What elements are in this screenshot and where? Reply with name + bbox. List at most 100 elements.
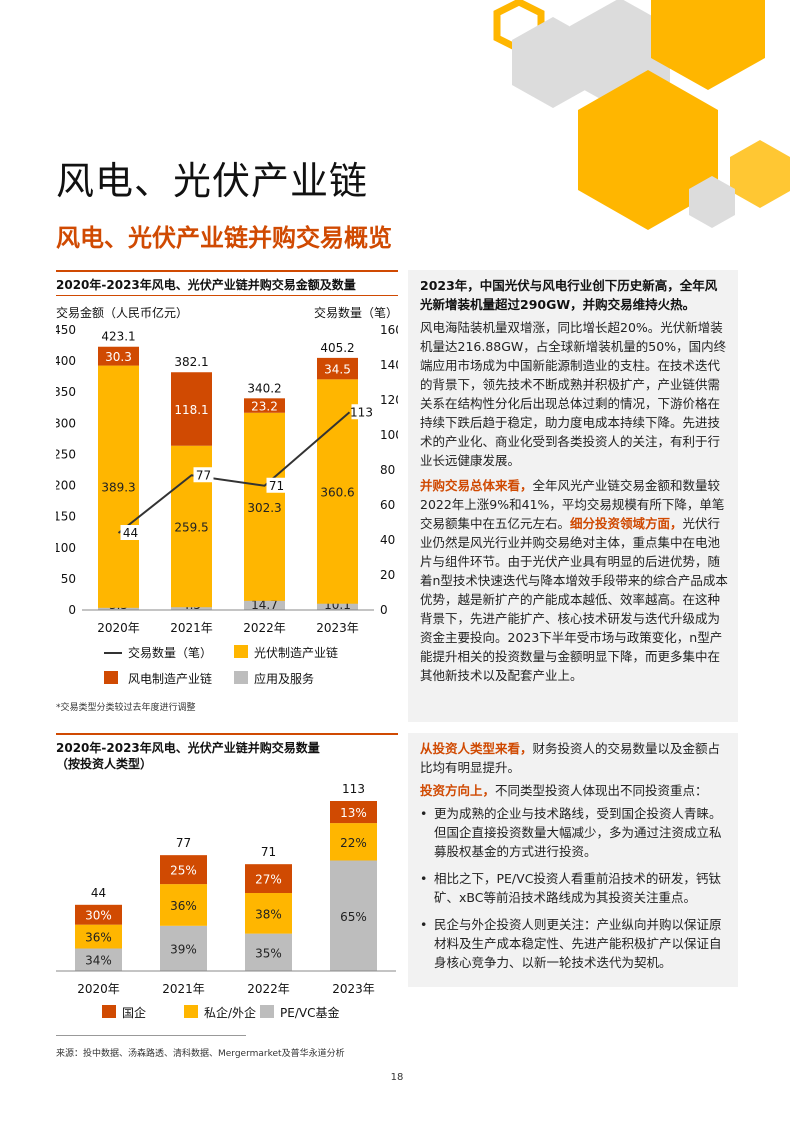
x-tick-label: 2021年	[170, 621, 213, 635]
y-tick-label: 50	[61, 572, 76, 586]
bar-total-label: 71	[261, 845, 276, 859]
y-tick-label: 100	[56, 541, 76, 555]
bar-percent-label: 27%	[255, 873, 282, 887]
x-tick-label: 2020年	[77, 982, 120, 996]
bar-percent-label: 65%	[340, 910, 367, 924]
bar-percent-label: 36%	[85, 931, 112, 945]
chart2-title-line1: 2020年-2023年风电、光伏产业链并购交易数量	[56, 741, 320, 755]
bar-total-label: 423.1	[101, 330, 135, 344]
bar-segment	[244, 600, 285, 610]
bar-segment	[160, 884, 207, 926]
bar-value-label: 259.5	[174, 520, 208, 534]
box1-paragraph-1: 风电海陆装机量双增涨，同比增长超20%。光伏新增装机量达216.88GW，占全球…	[420, 320, 727, 468]
legend-label: 私企/外企	[204, 1005, 256, 1020]
bar-segment	[98, 346, 139, 366]
legend-swatch	[102, 1005, 116, 1018]
legend-swatch	[234, 671, 248, 684]
bar-segment	[244, 412, 285, 601]
bar-percent-label: 30%	[85, 909, 112, 923]
legend-label: 交易数量（笔）	[128, 645, 212, 660]
bar-percent-label: 35%	[255, 946, 282, 960]
x-tick-label: 2022年	[247, 982, 290, 996]
bar-value-label: 302.3	[247, 501, 281, 515]
x-tick-label: 2021年	[162, 982, 205, 996]
chart2-title: 2020年-2023年风电、光伏产业链并购交易数量 （按投资人类型）	[56, 740, 320, 772]
box1-paragraph-2: 并购交易总体来看，全年风光产业链交易金额和数量较2022年上涨9%和41%，平均…	[420, 476, 728, 685]
bar-total-label: 382.1	[174, 355, 208, 369]
y-tick-label: 150	[56, 510, 76, 524]
bar-value-label: 34.5	[324, 363, 351, 377]
legend-label: PE/VC基金	[280, 1005, 339, 1020]
bar-percent-label: 22%	[340, 836, 367, 850]
hexagon-orange	[651, 0, 765, 90]
legend-label: 国企	[122, 1005, 146, 1020]
box2-bullet: 更为成熟的企业与技术路线，受到国企投资人青睐。但国企直接投资数量大幅减少，多为通…	[420, 804, 728, 861]
y2-tick-label: 60	[380, 498, 395, 512]
count-label-bg	[266, 477, 287, 493]
count-label-bg	[120, 525, 141, 540]
y2-tick-label: 120	[380, 393, 398, 407]
box2-bullet-list: 更为成熟的企业与技术路线，受到国企投资人青睐。但国企直接投资数量大幅减少，多为通…	[420, 804, 728, 972]
y2-tick-label: 100	[380, 428, 398, 442]
hexagon-light-orange	[730, 140, 790, 208]
chart2-top-rule	[56, 733, 398, 735]
count-label: 77	[196, 468, 211, 482]
box2-bullet: 民企与外企投资人则更关注：产业纵向并购以保证原材料及生产成本稳定性、先进产能积极…	[420, 915, 728, 972]
bar-total-label: 340.2	[247, 381, 281, 395]
section-title: 风电、光伏产业链并购交易概览	[56, 224, 392, 252]
y-tick-label: 200	[56, 479, 76, 493]
y2-axis-label: 交易数量（笔）	[314, 305, 398, 320]
box2-text-investor-type: 财务投资人的交易数量以及金额占比均有明显提升。	[420, 741, 721, 775]
box2-paragraph-1: 从投资人类型来看，财务投资人的交易数量以及金额占比均有明显提升。	[420, 739, 728, 777]
bar-total-label: 405.2	[320, 341, 354, 355]
bar-segment	[245, 864, 292, 894]
summary-box-2: 从投资人类型来看，财务投资人的交易数量以及金额占比均有明显提升。 投资方向上，不…	[408, 733, 738, 987]
y-tick-label: 250	[56, 447, 76, 461]
legend-swatch	[184, 1005, 198, 1018]
count-line	[117, 411, 351, 534]
bar-percent-label: 13%	[340, 806, 367, 820]
bar-value-label: 389.3	[101, 481, 135, 495]
bar-value-label: 118.1	[174, 403, 208, 417]
chart1-top-rule	[56, 270, 398, 272]
bar-segment	[317, 379, 358, 604]
bar-total-label: 44	[91, 886, 106, 900]
box1-highlight-segment: 细分投资领域方面，	[570, 516, 683, 531]
x-tick-label: 2023年	[332, 982, 375, 996]
y2-tick-label: 0	[380, 603, 388, 617]
bar-percent-label: 38%	[255, 907, 282, 921]
chart2-title-line2: （按投资人类型）	[56, 757, 153, 771]
bar-value-label: 23.2	[251, 400, 278, 414]
legend-swatch	[234, 645, 248, 658]
count-label: 71	[269, 479, 284, 493]
bar-segment	[160, 855, 207, 885]
box2-highlight-direction: 投资方向上，	[420, 783, 496, 798]
bar-segment	[75, 904, 122, 925]
y2-tick-label: 140	[380, 358, 398, 372]
hexagon-orange	[578, 70, 718, 230]
bar-segment	[330, 860, 377, 971]
x-tick-label: 2023年	[316, 621, 359, 635]
bar-percent-label: 39%	[170, 942, 197, 956]
amount-count-chart: 交易金额（人民币亿元） 交易数量（笔）0501001502002503003504…	[56, 305, 398, 686]
y-tick-label: 300	[56, 416, 76, 430]
bar-total-label: 113	[342, 782, 365, 796]
bar-segment	[245, 933, 292, 971]
bar-segment	[171, 372, 212, 446]
y2-tick-label: 40	[380, 533, 395, 547]
bar-percent-label: 25%	[170, 864, 197, 878]
legend-swatch	[104, 671, 118, 684]
page-number: 18	[390, 1072, 404, 1083]
hexagon-gray	[689, 176, 735, 228]
page-title: 风电、光伏产业链	[56, 159, 369, 203]
y2-tick-label: 80	[380, 463, 395, 477]
investor-type-chart: 34% 36% 30% 44 2020年 39% 36% 25% 77 2021年 35% 38% 27…	[56, 782, 396, 1020]
count-label-bg	[193, 467, 214, 483]
y-tick-label: 350	[56, 385, 76, 399]
box1-text-segment: 光伏行业仍然是风光行业并购交易绝对主体，重点集中在电池片与组件环节。由于光伏产业…	[420, 516, 728, 683]
source-note: 来源：投中数据、汤森路透、清科数据、Mergermarket及普华永道分析	[56, 1049, 345, 1059]
box1-text-overall: 全年风光产业链交易金额和数量较2022年上涨9%和41%，平均交易规模有所下降，…	[420, 478, 725, 531]
bar-segment	[160, 925, 207, 971]
legend-label: 风电制造产业链	[128, 671, 212, 686]
y2-tick-label: 160	[380, 323, 398, 337]
